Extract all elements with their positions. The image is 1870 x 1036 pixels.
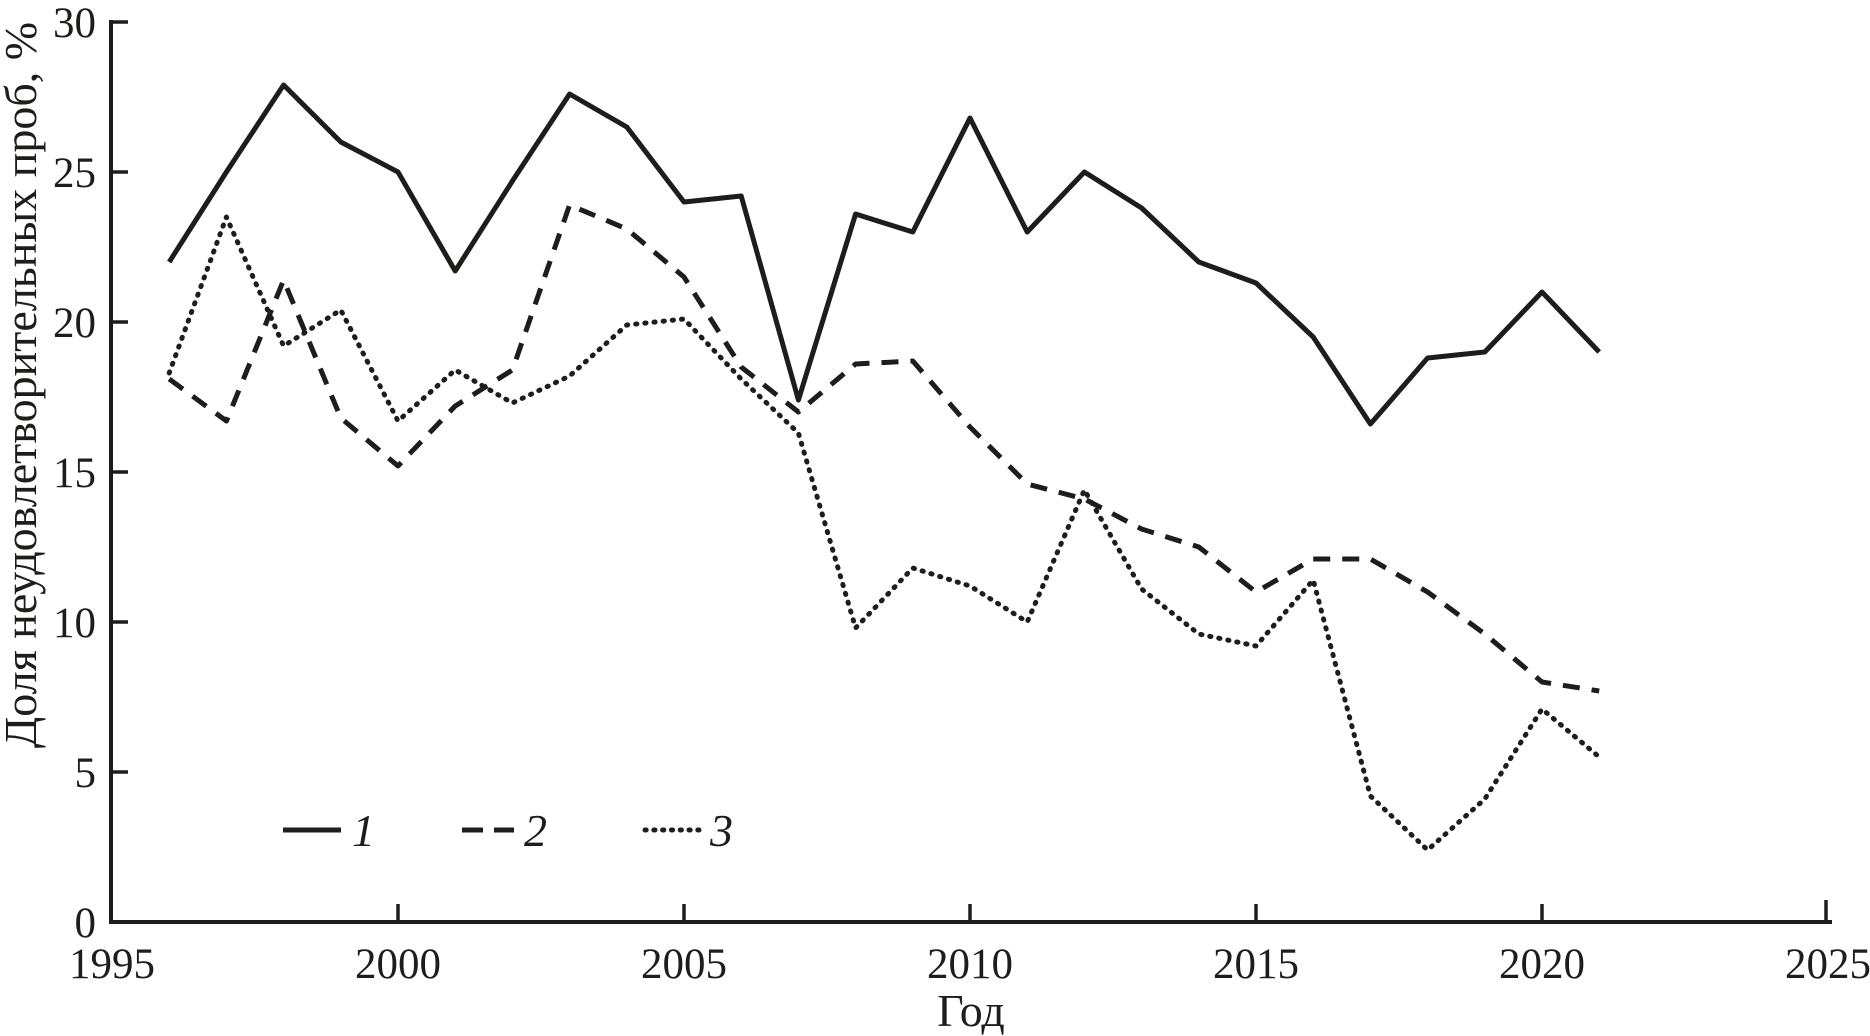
y-tick-label: 30 bbox=[53, 0, 96, 47]
y-axis-title: Доля неудовлетворительных проб, % bbox=[0, 22, 46, 748]
x-tick-label: 2005 bbox=[641, 941, 727, 988]
series-2-line bbox=[167, 202, 1600, 694]
x-tick-label: 2020 bbox=[1499, 941, 1585, 988]
x-tick-label: 2010 bbox=[927, 941, 1013, 988]
legend-label: 1 bbox=[352, 805, 375, 856]
legend: 1 2 3 bbox=[283, 805, 733, 856]
x-tick-label: 2025 bbox=[1785, 941, 1870, 988]
y-tick-label: 25 bbox=[53, 150, 96, 197]
y-tick-label: 0 bbox=[75, 900, 97, 947]
legend-item-2: 2 bbox=[462, 805, 547, 856]
x-axis-title: Год bbox=[937, 985, 1005, 1036]
series-lines bbox=[166, 82, 1602, 853]
series-1-line bbox=[167, 82, 1602, 427]
legend-label: 3 bbox=[709, 805, 733, 856]
y-tick-label: 10 bbox=[53, 600, 96, 647]
x-tick-label: 2015 bbox=[1213, 941, 1299, 988]
series-3-line bbox=[166, 214, 1602, 853]
legend-item-3: 3 bbox=[642, 805, 733, 856]
y-tick-label: 15 bbox=[53, 450, 96, 497]
x-tick-label: 1995 bbox=[69, 941, 155, 988]
x-tick-label: 2000 bbox=[355, 941, 441, 988]
legend-label: 2 bbox=[524, 805, 547, 856]
y-tick-label: 5 bbox=[75, 750, 97, 797]
legend-item-1: 1 bbox=[283, 805, 375, 856]
y-tick-label: 20 bbox=[53, 300, 96, 347]
